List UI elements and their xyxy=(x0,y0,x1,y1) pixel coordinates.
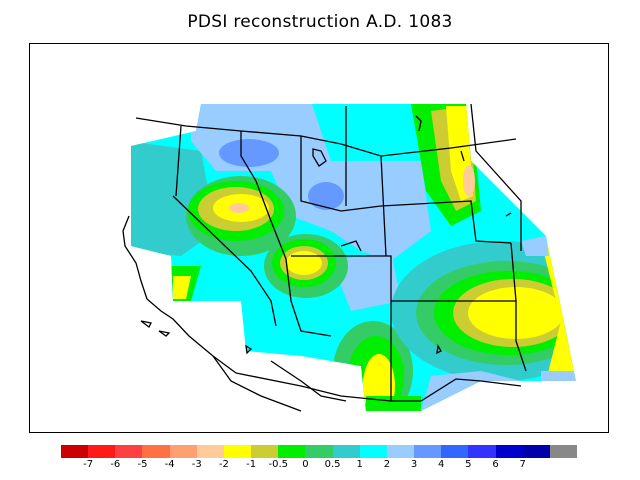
colorbar-swatch-3 xyxy=(142,445,170,458)
field-lightblue-e xyxy=(521,236,549,256)
colorbar-swatch-18 xyxy=(549,445,577,458)
lake-ne-3 xyxy=(505,212,512,217)
border-us-mexico xyxy=(235,372,522,402)
field-lightblue-mid xyxy=(331,251,401,311)
border-dakotas xyxy=(470,103,522,251)
border-mt-wy xyxy=(300,136,382,212)
colorbar-tick-label: 7 xyxy=(519,459,526,470)
island-2 xyxy=(158,330,171,337)
great-salt-lake xyxy=(312,148,327,167)
colorbar-swatch-12 xyxy=(386,445,415,458)
colorbar-tick-label: -4 xyxy=(164,459,175,470)
border-co-nm xyxy=(291,255,392,401)
colorbar-tick-label: 0 xyxy=(302,459,309,470)
field-lightblue-se-edge xyxy=(541,371,576,383)
colorbar-swatch-2 xyxy=(115,445,143,458)
map-title: PDSI reconstruction A.D. 1083 xyxy=(187,12,453,32)
colorbar-tick-label: -6 xyxy=(110,459,121,470)
colorbar-tick-label: -7 xyxy=(83,459,94,470)
island-4 xyxy=(436,344,442,355)
colorbar-swatch-17 xyxy=(522,445,550,458)
map-borders xyxy=(122,103,527,412)
colorbar-swatch-9 xyxy=(305,445,333,458)
colorbar-tick-label: 1 xyxy=(356,459,363,470)
colorbar-tick-label: 0.5 xyxy=(324,459,341,470)
colorbar-tick-label: 3 xyxy=(410,459,418,470)
colorbar-tick-label: 6 xyxy=(492,459,499,470)
lake-ne-1 xyxy=(415,115,422,132)
colorbar-tick-label: -0.5 xyxy=(268,459,289,470)
colorbar-swatch-0 xyxy=(61,445,89,458)
colorbar-swatch-4 xyxy=(169,445,197,458)
colorbar-swatch-6 xyxy=(223,445,252,458)
colorbar-tick-label: -1 xyxy=(246,459,257,470)
lake-ne-2 xyxy=(460,150,465,162)
field-blue-pocket-1 xyxy=(219,139,279,167)
pdsi-map xyxy=(122,103,576,412)
field-yellow-utah xyxy=(286,251,322,275)
colorbar-swatch-1 xyxy=(88,445,116,458)
map-frame xyxy=(29,43,609,433)
field-blue-pocket-2 xyxy=(308,182,344,210)
field-yellow-sw xyxy=(173,276,191,299)
colorbar-tick-label: 4 xyxy=(438,459,445,470)
colorbar-swatch-10 xyxy=(332,445,360,458)
colorbar-tick-label: -2 xyxy=(218,459,229,470)
island-1 xyxy=(140,320,152,328)
border-id-mt xyxy=(240,131,287,260)
colorbar-swatch-11 xyxy=(359,445,387,458)
coastline-gulf xyxy=(270,360,347,402)
border-ca-nv xyxy=(172,195,277,327)
coastline-pacific xyxy=(122,215,237,374)
border-us-canada xyxy=(135,117,517,157)
border-wa-id xyxy=(175,125,182,197)
border-ne-ks xyxy=(380,200,512,244)
field-peach-ne xyxy=(463,165,475,197)
coastline-baja xyxy=(212,355,302,412)
colorbar-ticks: -7 -6 -5 -4 -3 -2 -1 -0.5 0 0.5 1 2 3 4 5 6 7 xyxy=(61,459,577,473)
colorbar-swatch-15 xyxy=(468,445,496,458)
colorbar xyxy=(61,445,577,458)
island-3 xyxy=(245,344,253,355)
colorbar-swatch-7 xyxy=(251,445,279,458)
field-peach-centre xyxy=(229,203,249,213)
pdsi-field xyxy=(131,104,576,411)
colorbar-swatch-13 xyxy=(414,445,442,458)
border-nv-ut xyxy=(285,258,332,337)
border-ks-mo xyxy=(510,242,517,302)
colorbar-tick-label: -3 xyxy=(191,459,202,470)
colorbar-swatch-14 xyxy=(441,445,469,458)
colorbar-swatch-5 xyxy=(196,445,224,458)
colorbar-swatch-8 xyxy=(278,445,306,458)
colorbar-swatch-16 xyxy=(495,445,523,458)
colorbar-tick-label: 2 xyxy=(383,459,391,470)
colorbar-tick-label: -5 xyxy=(137,459,148,470)
lake-shore xyxy=(340,240,362,252)
colorbar-tick-label: 5 xyxy=(465,459,472,470)
